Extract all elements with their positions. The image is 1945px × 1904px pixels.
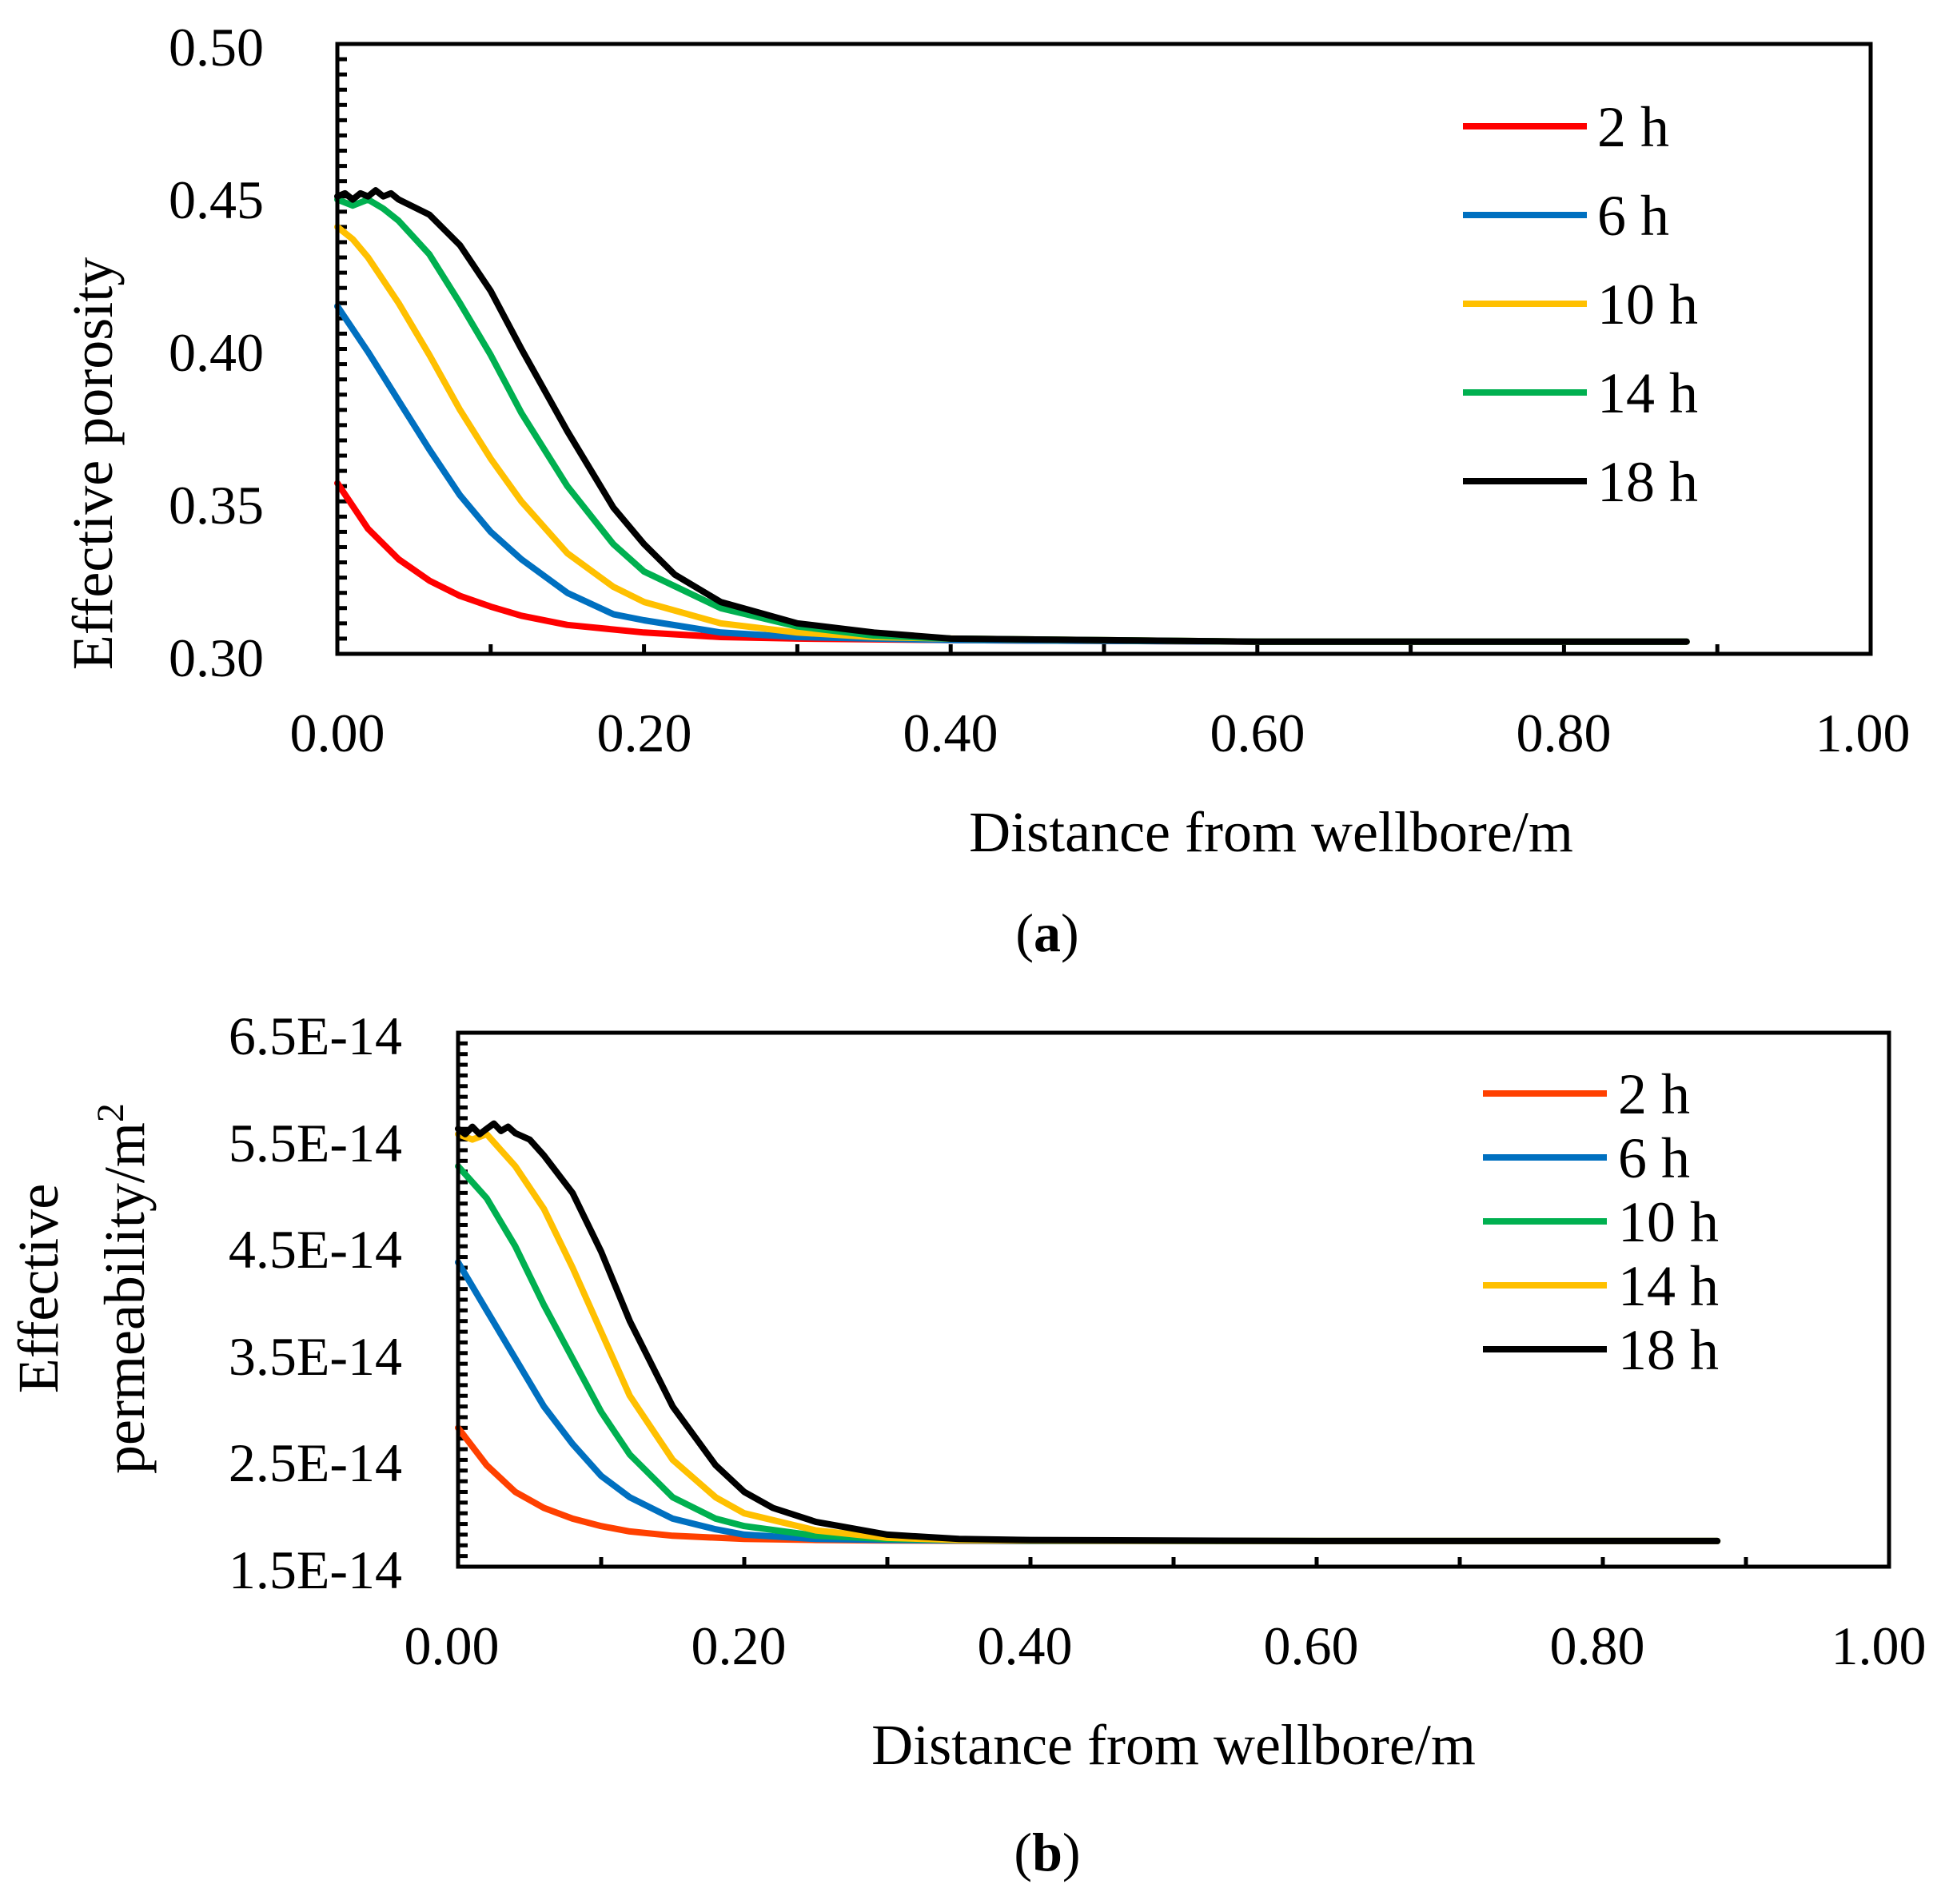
chart-a-ytick-label: 0.35 [169, 475, 264, 536]
chart-a-legend-label: 18 h [1597, 450, 1698, 514]
chart-b-series-6h-line [455, 1259, 1721, 1544]
chart-a-ytick-label: 0.50 [169, 17, 264, 78]
chart-b-y-axis-title-line2: permeability/m2 [90, 1103, 157, 1474]
chart-b-legend-label: 10 h [1618, 1190, 1719, 1254]
chart-b-xtick-label: 0.60 [1264, 1615, 1359, 1676]
chart-b-xtick-label: 0.80 [1550, 1615, 1645, 1676]
chart-a-ytick-label: 0.40 [169, 322, 264, 383]
chart-b-series-18h-line [455, 1120, 1721, 1544]
chart-a-plot-frame [335, 42, 1873, 656]
chart-b-ytick-label: 1.5E-14 [229, 1540, 402, 1600]
chart-a-series-10h-line [334, 223, 1690, 645]
chart-a-xtick-label: 0.80 [1517, 703, 1612, 763]
chart-b-y-axis-title-sup: 2 [90, 1103, 132, 1122]
chart-a-xtick-label: 1.00 [1815, 703, 1911, 763]
chart-b-xtick-label: 0.20 [692, 1615, 787, 1676]
chart-b-ytick-label: 3.5E-14 [229, 1326, 402, 1387]
chart-b-series-2h-line [455, 1424, 1721, 1544]
chart-a-xtick-label: 0.40 [903, 703, 998, 763]
chart-b-xtick-label: 1.00 [1831, 1615, 1927, 1676]
chart-a-series-18h-line [334, 187, 1690, 645]
chart-b-ytick-label: 4.5E-14 [229, 1219, 402, 1280]
chart-a-y-axis-title: Effective porosity [61, 257, 125, 671]
chart-b-ticks [458, 1041, 1748, 1567]
chart-b-legend-label: 14 h [1618, 1254, 1719, 1318]
chart-a-xtick-label: 0.20 [597, 703, 692, 763]
panel-label-b-letter: b [1032, 1822, 1062, 1882]
chart-b-y-axis-title-unit: permeability/m [93, 1122, 157, 1474]
chart-a-legend-label: 14 h [1597, 361, 1698, 425]
chart-b-ytick-label: 5.5E-14 [229, 1113, 402, 1173]
chart-a-legend-label: 6 h [1597, 184, 1669, 248]
chart-b-legend-label: 2 h [1618, 1062, 1690, 1126]
chart-b-xtick-label: 0.40 [978, 1615, 1073, 1676]
chart-a-ticks [337, 57, 1720, 654]
chart-a-series-6h-line [334, 303, 1690, 645]
chart-a: 0.50 0.45 0.40 0.35 0.30 0.00 0.20 0.40 … [61, 17, 1911, 963]
chart-a-xtick-label: 0.60 [1210, 703, 1305, 763]
chart-a-series-group [334, 187, 1690, 645]
chart-b-xtick-label: 0.00 [405, 1615, 500, 1676]
chart-b-series-group [455, 1120, 1721, 1544]
chart-b-ytick-label: 2.5E-14 [229, 1432, 402, 1493]
chart-b-legend-label: 6 h [1618, 1126, 1690, 1190]
chart-a-xtick-label: 0.00 [290, 703, 385, 763]
chart-b-plot-frame [456, 1030, 1891, 1569]
chart-b-legend: 2 h 6 h 10 h 14 h 18 h [1483, 1062, 1719, 1382]
chart-b-x-axis-title: Distance from wellbore/m [871, 1713, 1476, 1777]
chart-a-x-axis-title: Distance from wellbore/m [969, 800, 1573, 864]
chart-a-ytick-label: 0.45 [169, 169, 264, 230]
chart-b-series-14h-line [455, 1130, 1721, 1544]
chart-b-legend-label: 18 h [1618, 1318, 1719, 1382]
panel-label-a-letter: a [1034, 902, 1061, 963]
chart-b-y-axis-title-line1: Effective [6, 1184, 70, 1394]
chart-a-legend-label: 10 h [1597, 273, 1698, 337]
chart-a-legend-label: 2 h [1597, 95, 1669, 159]
chart-b: 6.5E-14 5.5E-14 4.5E-14 3.5E-14 2.5E-14 … [6, 1006, 1927, 1882]
chart-a-legend: 2 h 6 h 10 h 14 h 18 h [1463, 95, 1698, 514]
panel-label-b: (b) [1014, 1822, 1080, 1882]
chart-b-ytick-label: 6.5E-14 [229, 1006, 402, 1066]
chart-a-ytick-label: 0.30 [169, 627, 264, 688]
panel-label-a: (a) [1015, 902, 1078, 963]
chart-a-series-2h-line [334, 480, 1690, 645]
